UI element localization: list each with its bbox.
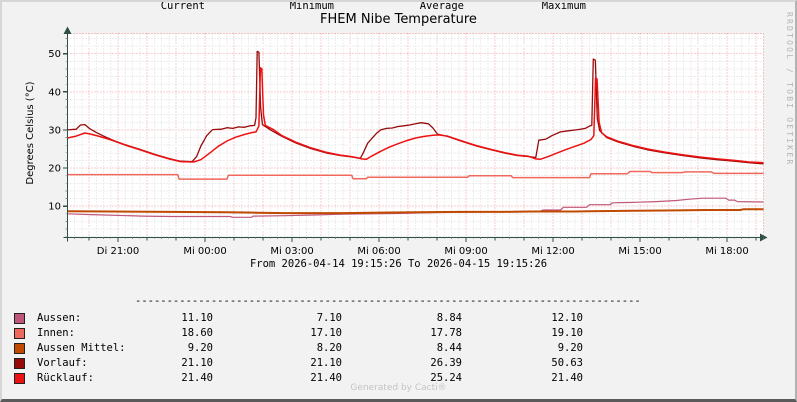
series-label: Innen: (37, 327, 75, 339)
value-average: 17.78 (430, 327, 462, 339)
column-header-average: Average (419, 0, 464, 12)
value-maximum: 9.20 (557, 342, 583, 354)
series-label: Aussen Mittel: (37, 342, 126, 354)
svg-text:Di 21:00: Di 21:00 (97, 246, 139, 257)
value-current: 9.20 (187, 342, 213, 354)
value-average: 8.44 (436, 342, 462, 354)
svg-text:Mi 15:00: Mi 15:00 (618, 246, 661, 257)
column-header-maximum: Maximum (541, 0, 586, 12)
cacti-footer: Generated by Cacti® (350, 383, 447, 393)
legend-swatch-innen (14, 328, 25, 339)
table-row-vorlauf: Vorlauf: 21.10 21.10 26.39 50.63 (0, 357, 797, 370)
y-axis-label: Degrees Celsius (°C) (25, 81, 36, 185)
svg-text:Mi 09:00: Mi 09:00 (444, 246, 487, 257)
value-minimum: 21.10 (310, 357, 342, 369)
svg-text:Mi 06:00: Mi 06:00 (357, 246, 400, 257)
series-label: Aussen: (37, 312, 82, 324)
value-maximum: 50.63 (551, 357, 583, 369)
table-row-innen: Innen: 18.60 17.10 17.78 19.10 (0, 327, 797, 340)
value-minimum: 21.40 (310, 372, 342, 384)
svg-text:50: 50 (48, 49, 61, 60)
legend-swatch-aussen (14, 313, 25, 324)
svg-text:30: 30 (48, 125, 61, 136)
series-label: Vorlauf: (37, 357, 88, 369)
column-header-minimum: Minimum (289, 0, 334, 12)
value-average: 8.84 (436, 312, 462, 324)
value-current: 21.10 (181, 357, 213, 369)
table-row-ruecklauf: Rücklauf: 21.40 21.40 25.24 21.40 (0, 372, 797, 385)
series-label: Rücklauf: (37, 372, 94, 384)
table-separator: ----------------------------------------… (135, 295, 641, 307)
value-average: 25.24 (430, 372, 462, 384)
rrdtool-watermark: RRDTOOL / TOBI OETIKER (785, 12, 794, 167)
value-maximum: 21.40 (551, 372, 583, 384)
value-minimum: 7.10 (316, 312, 342, 324)
value-maximum: 12.10 (551, 312, 583, 324)
legend-swatch-ruecklauf (14, 373, 25, 384)
temperature-graph: Di 21:00 Mi 00:00 Mi 03:00 Mi 06:00 Mi 09:00… (48, 26, 768, 257)
value-current: 21.40 (181, 372, 213, 384)
value-minimum: 8.20 (316, 342, 342, 354)
column-header-current: Current (160, 0, 205, 12)
svg-text:Mi 03:00: Mi 03:00 (270, 246, 313, 257)
svg-text:40: 40 (48, 87, 61, 98)
value-minimum: 17.10 (310, 327, 342, 339)
legend-swatch-vorlauf (14, 358, 25, 369)
page-title: FHEM Nibe Temperature (320, 12, 477, 27)
svg-text:Mi 18:00: Mi 18:00 (705, 246, 748, 257)
svg-text:20: 20 (48, 164, 61, 175)
value-current: 18.60 (181, 327, 213, 339)
svg-text:Mi 12:00: Mi 12:00 (531, 246, 574, 257)
legend-swatch-aussen-mittel (14, 343, 25, 354)
svg-text:Mi 00:00: Mi 00:00 (183, 246, 226, 257)
svg-text:10: 10 (48, 202, 61, 213)
table-row-aussen-mittel: Aussen Mittel: 9.20 8.20 8.44 9.20 (0, 342, 797, 355)
time-range-caption: From 2026-04-14 19:15:26 To 2026-04-15 1… (249, 258, 548, 270)
value-maximum: 19.10 (551, 327, 583, 339)
value-current: 11.10 (181, 312, 213, 324)
table-row-aussen: Aussen: 11.10 7.10 8.84 12.10 (0, 312, 797, 325)
value-average: 26.39 (430, 357, 462, 369)
